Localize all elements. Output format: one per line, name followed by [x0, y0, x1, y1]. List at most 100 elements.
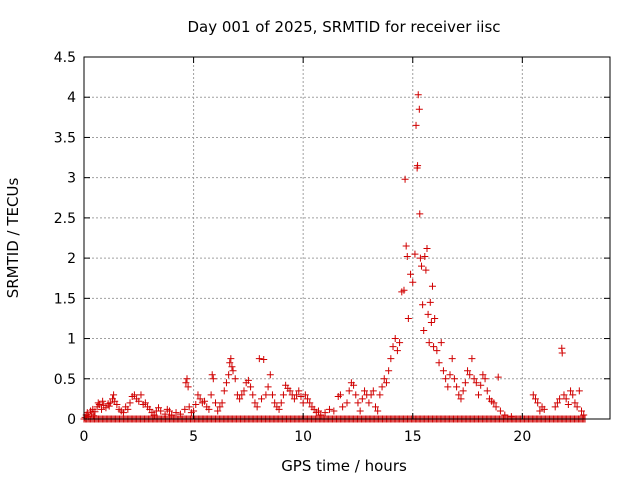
data-point	[209, 375, 217, 383]
data-point	[299, 399, 307, 407]
data-point	[275, 405, 283, 413]
data-point	[279, 391, 287, 399]
data-point	[165, 407, 173, 415]
data-point	[475, 391, 482, 399]
grid-layer	[84, 57, 610, 419]
data-point	[297, 392, 305, 400]
data-point	[437, 339, 445, 347]
data-point	[416, 254, 424, 262]
y-tick-label: 3.5	[54, 130, 76, 146]
data-point	[466, 371, 474, 379]
data-point	[306, 399, 314, 407]
x-tick-label: 15	[404, 429, 422, 445]
data-point	[161, 410, 169, 418]
data-point	[226, 359, 234, 367]
data-point	[105, 402, 113, 410]
data-point	[91, 408, 99, 416]
data-point	[227, 355, 235, 363]
data-point	[553, 399, 561, 407]
data-point	[218, 399, 226, 407]
data-point	[258, 395, 266, 403]
data-point	[185, 403, 193, 411]
data-point	[569, 391, 577, 399]
data-point	[404, 314, 412, 322]
data-point	[428, 282, 436, 290]
y-tick-label: 4	[67, 90, 76, 106]
data-point	[293, 391, 301, 399]
data-point	[567, 387, 575, 395]
data-point	[317, 411, 325, 419]
data-point	[494, 373, 502, 381]
data-point	[385, 367, 393, 375]
data-point	[304, 395, 312, 403]
data-point	[150, 411, 158, 419]
data-point	[444, 383, 452, 391]
data-point	[435, 359, 443, 367]
data-point	[396, 339, 404, 347]
y-axis-label: SRMTID / TECUs	[4, 178, 22, 299]
data-point	[477, 381, 485, 389]
data-point	[225, 371, 233, 379]
data-point	[168, 411, 176, 419]
data-point	[301, 391, 309, 399]
data-point	[240, 387, 248, 395]
data-point	[354, 399, 362, 407]
data-point	[208, 371, 216, 379]
data-point	[427, 318, 435, 326]
data-point	[365, 399, 373, 407]
data-point	[426, 298, 434, 306]
data-point	[182, 379, 190, 387]
data-point	[352, 391, 360, 399]
data-point	[401, 175, 409, 183]
data-point	[560, 391, 568, 399]
data-point	[393, 347, 401, 355]
data-point	[94, 399, 102, 407]
data-point	[418, 262, 426, 270]
data-point	[457, 395, 465, 403]
data-point	[295, 387, 303, 395]
data-point	[336, 391, 344, 399]
data-point	[423, 244, 431, 252]
y-tick-label: 3	[67, 171, 76, 187]
data-point	[416, 210, 424, 218]
data-point	[409, 278, 417, 286]
data-point	[421, 253, 429, 261]
data-point	[345, 387, 353, 395]
data-point	[367, 391, 375, 399]
data-point	[573, 403, 581, 411]
y-tick-label: 2	[67, 251, 76, 267]
data-point	[330, 407, 338, 415]
data-point	[99, 397, 107, 405]
data-point	[490, 399, 498, 407]
data-point	[464, 367, 472, 375]
data-point	[271, 399, 279, 407]
data-point	[501, 411, 509, 419]
y-tick-label: 1	[67, 332, 76, 348]
x-tick-label: 10	[294, 429, 312, 445]
data-point	[290, 395, 298, 403]
data-point	[424, 310, 432, 318]
data-point	[181, 405, 189, 413]
data-point	[98, 405, 106, 413]
data-point	[420, 327, 428, 335]
axis-layer: 0 0.5 1 1.5 2 2.5 3 3.5 4 4.5 0 5 10 15 20	[54, 50, 610, 445]
data-point	[264, 383, 272, 391]
data-point	[255, 355, 263, 363]
data-point	[578, 407, 586, 415]
data-point	[231, 375, 239, 383]
data-point	[130, 391, 138, 399]
data-point	[207, 391, 215, 399]
data-point	[106, 399, 114, 407]
data-point	[534, 399, 542, 407]
data-point	[126, 399, 134, 407]
data-point	[238, 391, 246, 399]
data-point	[244, 376, 252, 384]
data-point	[172, 409, 180, 417]
data-point	[551, 403, 559, 411]
data-point	[176, 410, 184, 418]
data-point	[95, 401, 103, 409]
data-point	[212, 399, 219, 407]
data-point	[90, 412, 98, 420]
data-point	[564, 401, 572, 409]
data-point	[562, 395, 570, 403]
